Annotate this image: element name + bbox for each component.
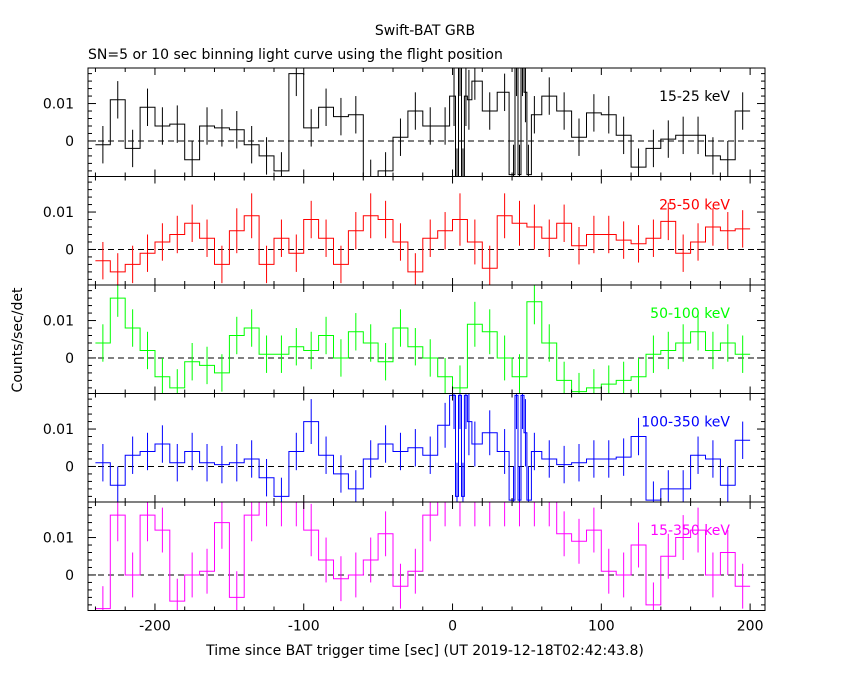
panel-label: 100-350 keV [641, 415, 730, 431]
x-tick-label: -200 [139, 619, 171, 635]
y-tick-label: 0.01 [43, 97, 74, 113]
series-step-line [95, 297, 751, 393]
x-tick-label: 200 [737, 619, 764, 635]
y-tick-label: 0 [65, 351, 74, 367]
panel-label: 15-25 keV [659, 89, 730, 105]
series-step-line [95, 68, 751, 177]
panels-group: 0 0.01 15-25 keV 0 0.01 25-50 keV 0 0.01 50-100 … [43, 67, 766, 635]
y-tick-label: 0 [65, 459, 74, 475]
series-step-line [95, 215, 751, 273]
panel-label: 25-50 keV [659, 198, 730, 214]
chart-subtitle: SN=5 or 10 sec binning light curve using… [88, 47, 503, 63]
panel-4: 0 0.01 100-350 keV [43, 393, 766, 503]
panel-data [95, 393, 751, 502]
panel-frame [87, 176, 766, 286]
x-axis-label: Time since BAT trigger time [sec] (UT 20… [205, 643, 644, 659]
chart-title: Swift-BAT GRB [375, 23, 475, 39]
panel-frame [87, 393, 766, 503]
panel-2: 0 0.01 25-50 keV [43, 176, 766, 286]
panel-frame [87, 67, 766, 177]
panel-frame [87, 284, 766, 394]
series-step-line [95, 502, 751, 610]
panel-data [95, 285, 751, 394]
panel-label: 50-100 keV [650, 306, 730, 322]
y-tick-label: 0.01 [43, 205, 74, 221]
panel-5: 0 0.01 15-350 keV [43, 501, 766, 611]
series-step-line [95, 394, 751, 501]
y-tick-label: 0 [65, 134, 74, 150]
panel-3: 0 0.01 50-100 keV [43, 284, 766, 394]
x-tick-label: 100 [588, 619, 615, 635]
x-tick-label: -100 [288, 619, 320, 635]
y-tick-label: 0.01 [43, 314, 74, 330]
panel-label: 15-350 keV [650, 523, 730, 539]
x-tick-label: 0 [448, 619, 457, 635]
panel-data [95, 68, 751, 177]
y-axis-label: Counts/sec/det [10, 287, 26, 392]
panel-data [95, 502, 751, 611]
panel-frame [87, 501, 766, 611]
y-tick-label: 0.01 [43, 422, 74, 438]
y-tick-label: 0 [65, 242, 74, 258]
panel-data [95, 193, 751, 285]
y-tick-label: 0 [65, 568, 74, 584]
y-tick-label: 0.01 [43, 531, 74, 547]
